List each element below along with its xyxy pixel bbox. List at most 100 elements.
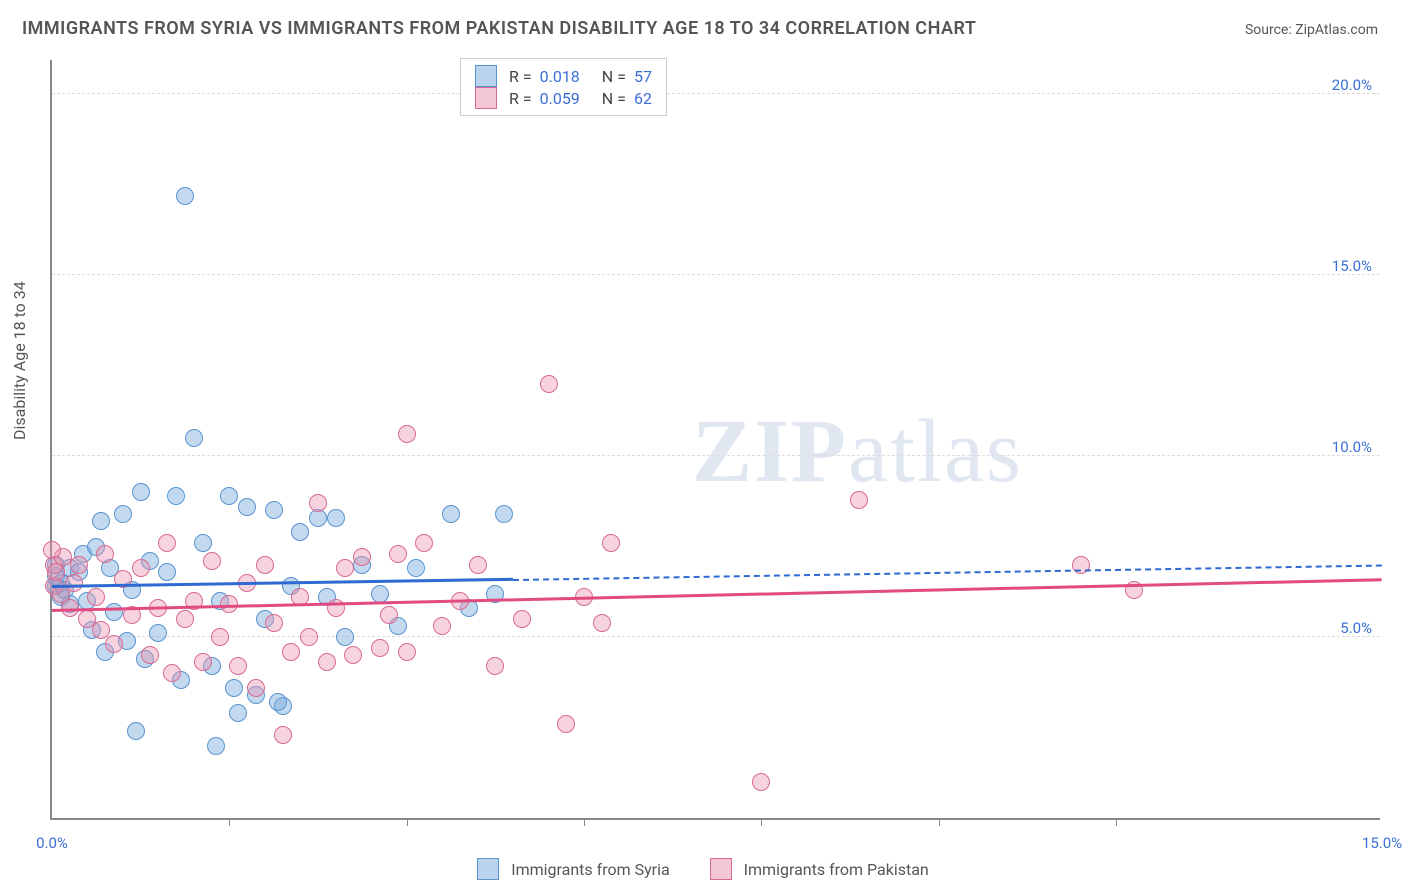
data-point (167, 487, 185, 505)
data-point (105, 603, 123, 621)
legend-label-pakistan: Immigrants from Pakistan (744, 860, 929, 879)
data-point (282, 643, 300, 661)
data-point (132, 559, 150, 577)
data-point (469, 556, 487, 574)
y-tick-label: 20.0% (1332, 76, 1372, 94)
data-point (398, 643, 416, 661)
r-label: R = (509, 89, 532, 108)
data-point (442, 505, 460, 523)
data-point (238, 498, 256, 516)
swatch-pakistan (710, 858, 732, 880)
gridline-h (52, 274, 1380, 275)
x-tick (1116, 818, 1117, 826)
n-value-pakistan: 62 (634, 89, 652, 108)
data-point (225, 679, 243, 697)
data-point (185, 429, 203, 447)
data-point (336, 559, 354, 577)
data-point (70, 556, 88, 574)
data-point (87, 588, 105, 606)
data-point (850, 491, 868, 509)
correlation-legend: R = 0.018 N = 57 R = 0.059 N = 62 (460, 58, 667, 116)
x-tick (939, 818, 940, 826)
data-point (265, 501, 283, 519)
data-point (495, 505, 513, 523)
data-point (149, 624, 167, 642)
data-point (220, 487, 238, 505)
y-tick-label: 5.0% (1340, 619, 1372, 637)
x-tick (407, 818, 408, 826)
watermark-bold: ZIP (692, 402, 848, 501)
data-point (353, 548, 371, 566)
data-point (309, 494, 327, 512)
data-point (513, 610, 531, 628)
r-value-syria: 0.018 (540, 67, 580, 86)
n-value-syria: 57 (634, 67, 652, 86)
data-point (256, 556, 274, 574)
chart-title: IMMIGRANTS FROM SYRIA VS IMMIGRANTS FROM… (22, 18, 976, 39)
data-point (229, 704, 247, 722)
data-point (247, 679, 265, 697)
data-point (291, 523, 309, 541)
data-point (407, 559, 425, 577)
watermark-rest: atlas (848, 402, 1023, 501)
data-point (269, 693, 287, 711)
source-label: Source: (1245, 22, 1292, 38)
chart-container: IMMIGRANTS FROM SYRIA VS IMMIGRANTS FROM… (0, 0, 1406, 892)
data-point (371, 585, 389, 603)
r-label: R = (509, 67, 532, 86)
source-value: ZipAtlas.com (1295, 22, 1378, 38)
data-point (327, 509, 345, 527)
data-point (43, 541, 61, 559)
data-point (274, 726, 292, 744)
data-point (380, 606, 398, 624)
x-tick (584, 818, 585, 826)
data-point (602, 534, 620, 552)
x-tick (229, 818, 230, 826)
n-label: N = (602, 89, 626, 108)
watermark: ZIPatlas (692, 400, 1023, 503)
data-point (389, 545, 407, 563)
data-point (65, 574, 83, 592)
legend-row-syria: R = 0.018 N = 57 (475, 65, 652, 87)
data-point (415, 534, 433, 552)
data-point (207, 737, 225, 755)
n-label: N = (602, 67, 626, 86)
series-legend: Immigrants from Syria Immigrants from Pa… (0, 858, 1406, 880)
y-tick-label: 15.0% (1332, 257, 1372, 275)
data-point (229, 657, 247, 675)
data-point (336, 628, 354, 646)
data-point (593, 614, 611, 632)
x-tick-label: 15.0% (1362, 834, 1402, 852)
data-point (92, 621, 110, 639)
swatch-syria (475, 65, 497, 87)
r-value-pakistan: 0.059 (540, 89, 580, 108)
data-point (163, 664, 181, 682)
data-point (176, 610, 194, 628)
data-point (105, 635, 123, 653)
x-tick-label: 0.0% (36, 834, 68, 852)
data-point (194, 534, 212, 552)
data-point (557, 715, 575, 733)
y-tick-label: 10.0% (1332, 438, 1372, 456)
data-point (300, 628, 318, 646)
gridline-h (52, 455, 1380, 456)
legend-row-pakistan: R = 0.059 N = 62 (475, 87, 652, 109)
legend-item-pakistan: Immigrants from Pakistan (710, 858, 929, 880)
data-point (265, 614, 283, 632)
data-point (371, 639, 389, 657)
data-point (318, 653, 336, 671)
y-axis-label: Disability Age 18 to 34 (10, 281, 29, 440)
data-point (132, 483, 150, 501)
data-point (433, 617, 451, 635)
data-point (203, 552, 221, 570)
source-attribution: Source: ZipAtlas.com (1245, 22, 1378, 38)
data-point (158, 534, 176, 552)
data-point (398, 425, 416, 443)
data-point (127, 722, 145, 740)
legend-item-syria: Immigrants from Syria (477, 858, 669, 880)
trend-line (513, 564, 1382, 580)
data-point (194, 653, 212, 671)
data-point (344, 646, 362, 664)
x-tick (761, 818, 762, 826)
data-point (752, 773, 770, 791)
